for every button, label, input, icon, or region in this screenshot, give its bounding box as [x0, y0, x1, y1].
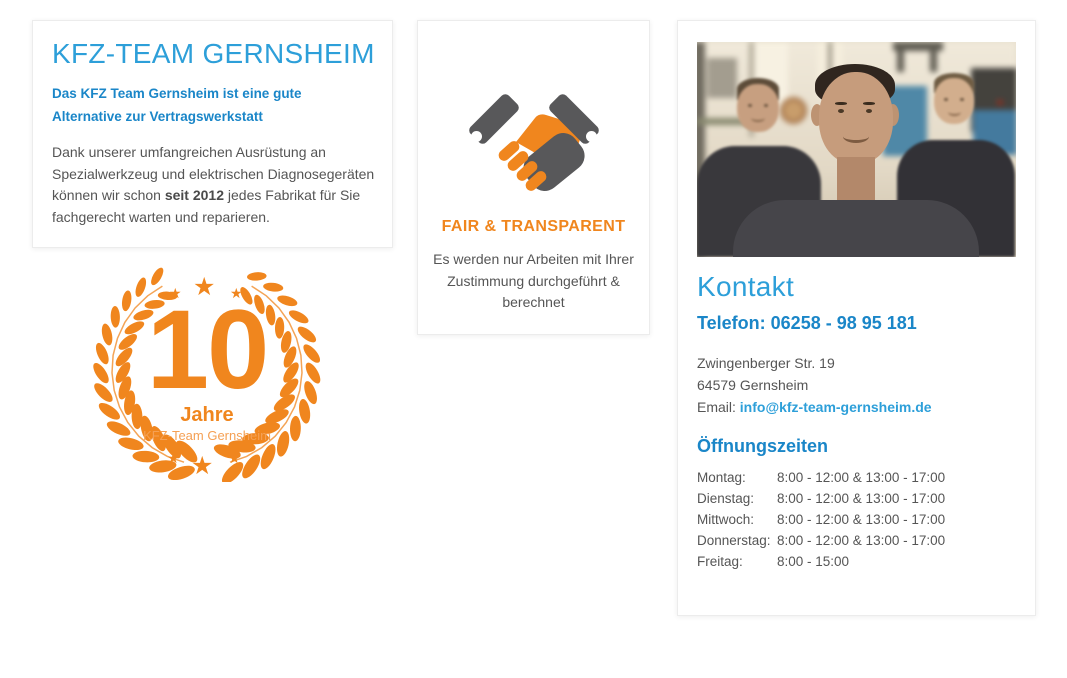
hours-heading: Öffnungszeiten [697, 436, 828, 456]
intro-body-bold: seit 2012 [164, 187, 225, 204]
hours-row: Donnerstag: 8:00 - 12:00 & 13:00 - 17:00 [697, 530, 1016, 551]
email-label: Email: [697, 399, 740, 415]
eye [838, 109, 844, 113]
bg-round-sign [780, 97, 807, 124]
badge-sublabel: KFZ-Team Gernsheim [143, 428, 271, 443]
page-title: KFZ-TEAM GERNSHEIM [52, 38, 375, 69]
eyebrow [835, 102, 847, 105]
face [934, 78, 974, 124]
eye [748, 104, 752, 107]
handshake-icon [468, 94, 599, 191]
anniversary-badge: ★ ★ ★ 10 Jahre KFZ-Team Gernsheim ★ ★ ★ [65, 258, 349, 482]
team-photo [697, 42, 1016, 257]
intro-body-start: Dank unserer umfangreichen Ausrüstung an… [52, 143, 375, 204]
hours-day: Mittwoch: [697, 512, 755, 527]
hours-row: Montag: 8:00 - 12:00 & 13:00 - 17:00 [697, 467, 1016, 488]
address-line-1: Zwingenberger Str. 19 [697, 355, 835, 371]
neck [837, 157, 875, 205]
bg-beam-post [897, 42, 904, 72]
hours-day: Freitag: [697, 554, 743, 569]
smile [751, 114, 765, 122]
hours-day: Montag: [697, 470, 746, 485]
eye [960, 98, 964, 101]
eyebrow [863, 102, 875, 105]
shoulders [733, 200, 979, 257]
star-icon: ★ [169, 285, 182, 301]
intro-subtitle: Das KFZ Team Gernsheim ist eine gute Alt… [52, 86, 302, 124]
address-block: Zwingenberger Str. 19 64579 Gernsheim Em… [697, 352, 1016, 418]
team-member-center [697, 42, 1016, 257]
intro-body: Dank unserer umfangreichen Ausrüstung an… [52, 142, 378, 229]
hours-time: 8:00 - 12:00 & 13:00 - 17:00 [777, 512, 946, 527]
bg-bracket [707, 58, 737, 98]
hours-time: 8:00 - 12:00 & 13:00 - 17:00 [777, 470, 946, 485]
star-icon: ★ [191, 452, 214, 480]
contact-card: Kontakt Telefon: 06258 - 98 95 181 Zwing… [677, 20, 1036, 616]
star-icon: ★ [193, 273, 216, 301]
face [819, 72, 893, 164]
hours-time: 8:00 - 12:00 & 13:00 - 17:00 [777, 533, 946, 548]
fair-body: Es werden nur Arbeiten mit Ih­rer Zustim… [433, 251, 634, 311]
contact-heading: Kontakt [697, 271, 795, 302]
email-line: Email: info@kfz-team-gernsheim.de [697, 396, 1016, 418]
intro-body-end: jedes Fabrikat für Sie fachgerecht warte… [52, 187, 361, 225]
hours-row: Dienstag: 8:00 - 12:00 & 13:00 - 17:00 [697, 488, 1016, 509]
star-icon: ★ [230, 285, 243, 301]
email-link[interactable]: info@kfz-team-gernsheim.de [739, 399, 932, 415]
face [737, 84, 779, 132]
bg-red-light [997, 100, 1003, 105]
hours-time: 8:00 - 15:00 [777, 554, 850, 569]
badge-number: 10 [146, 287, 270, 412]
eye [944, 98, 948, 101]
smile [843, 130, 869, 143]
bg-beam-post-2 [930, 42, 937, 72]
hours-day: Donnerstag: [697, 533, 771, 548]
hours-row: Mittwoch: 8:00 - 12:00 & 13:00 - 17:00 [697, 509, 1016, 530]
phone-heading: Telefon: 06258 - 98 95 181 [697, 313, 917, 333]
laurel-wreath-icon [93, 267, 321, 482]
eye [764, 104, 768, 107]
fair-heading: FAIR & TRANSPARENT [441, 218, 626, 235]
bg-steeple [828, 42, 832, 84]
badge-label: Jahre [180, 404, 234, 426]
intro-card: KFZ-TEAM GERNSHEIM Das KFZ Team Gernshei… [32, 20, 393, 248]
bg-post-left [697, 42, 705, 257]
bg-beam [893, 42, 943, 51]
hours-table: Montag: 8:00 - 12:00 & 13:00 - 17:00 Die… [697, 467, 1016, 572]
hours-time: 8:00 - 12:00 & 13:00 - 17:00 [777, 491, 946, 506]
fair-card: FAIR & TRANSPARENT Es werden nur Arbeite… [417, 20, 650, 336]
bg-shelf [697, 118, 759, 125]
eye [866, 109, 872, 113]
hours-row: Freitag: 8:00 - 15:00 [697, 551, 1016, 572]
star-icon: ★ [228, 450, 241, 466]
address-line-2: 64579 Gernsheim [697, 377, 809, 393]
smile [948, 108, 961, 116]
star-icon: ★ [167, 450, 180, 466]
hours-day: Dienstag: [697, 491, 755, 506]
